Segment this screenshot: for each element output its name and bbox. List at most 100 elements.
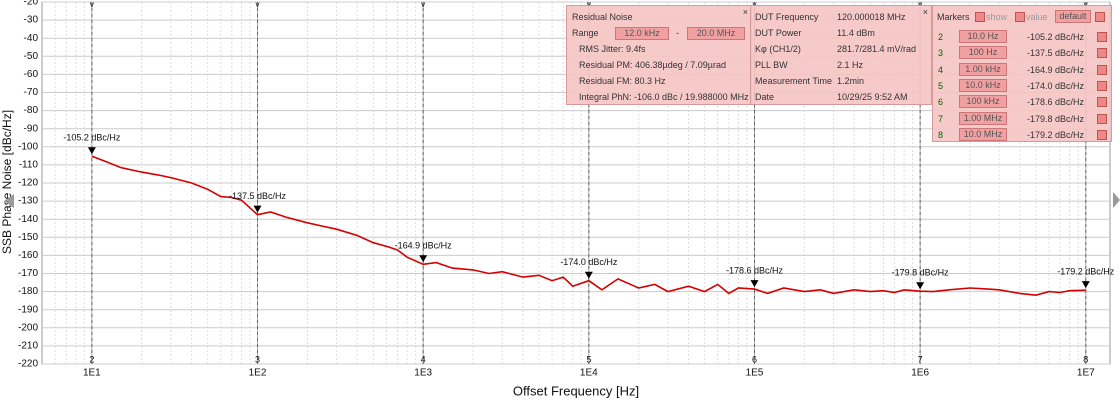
x-tick-label: 1E6: [911, 368, 929, 379]
marker-value-label: -137.5 dBc/Hz: [229, 191, 287, 201]
marker-top-arrow: v: [918, 0, 922, 9]
marker-frequency[interactable]: 10.0 kHz: [959, 78, 1007, 92]
y-tick-label: -40: [24, 33, 39, 44]
y-tick-label: -130: [18, 196, 38, 207]
marker-value-label: -178.6 dBc/Hz: [726, 265, 784, 275]
marker-id: 4: [421, 354, 426, 364]
y-tick-label: -80: [24, 105, 39, 116]
y-axis-label: SSB Phase Noise [dBc/Hz]: [0, 110, 14, 254]
add-button[interactable]: [1095, 12, 1105, 22]
marker-id: 3: [255, 354, 260, 364]
x-tick-label: 1E3: [414, 368, 432, 379]
panel-title: Markers: [937, 12, 970, 22]
value-checkbox[interactable]: [1015, 12, 1025, 22]
marker-remove-button[interactable]: [1097, 97, 1107, 108]
show-checkbox[interactable]: [975, 12, 985, 22]
marker-value-label: -179.8 dBc/Hz: [892, 268, 950, 278]
y-tick-label: -60: [24, 69, 39, 80]
y-tick-label: -160: [18, 250, 38, 261]
markers-panel: Markers show value default 2 10.0 Hz -105.…: [932, 5, 1112, 142]
dut-label: Date: [755, 92, 775, 102]
marker-top-arrow: v: [587, 0, 591, 9]
y-tick-label: -90: [24, 123, 39, 134]
x-tick-label: 1E5: [746, 368, 764, 379]
marker-remove-button[interactable]: [1097, 64, 1107, 75]
y-tick-label: -70: [24, 87, 39, 98]
dut-panel: × DUT Frequency 120.000018 MHz DUT Power 11…: [750, 5, 932, 105]
marker-point: [750, 280, 759, 288]
marker-top-arrow: v: [90, 0, 94, 9]
range-separator: -: [676, 28, 679, 38]
marker-value-label: -164.9 dBc/Hz: [395, 241, 453, 251]
marker-frequency[interactable]: 10.0 MHz: [959, 127, 1007, 141]
y-tick-label: -190: [18, 304, 38, 315]
marker-point: [916, 282, 925, 290]
y-tick-label: -110: [19, 160, 39, 171]
range-to[interactable]: 20.0 MHz: [687, 27, 745, 40]
marker-remove-button[interactable]: [1097, 113, 1107, 124]
marker-frequency[interactable]: 10.0 Hz: [959, 30, 1007, 43]
y-tick-label: -200: [18, 322, 38, 333]
dut-label: DUT Power: [755, 28, 802, 38]
y-tick-label: -30: [24, 15, 39, 26]
dut-value: 281.7/281.4 mV/rad: [837, 44, 917, 54]
dut-value: 1.2min: [837, 76, 865, 86]
marker-value-label: -174.0 dBc/Hz: [560, 257, 618, 267]
default-button[interactable]: default: [1055, 10, 1091, 23]
marker-id: 2: [89, 354, 94, 364]
y-tick-label: -100: [18, 141, 38, 152]
dut-label: DUT Frequency: [755, 12, 819, 22]
scroll-right-button[interactable]: [1113, 192, 1120, 208]
marker-top-arrow: v: [752, 0, 756, 9]
residual-pm: Residual PM: 406.38µdeg / 7.09µrad: [579, 60, 726, 70]
marker-remove-button[interactable]: [1097, 80, 1107, 91]
dut-value: 10/29/25 9:52 AM: [837, 92, 908, 102]
marker-value-label: -179.2 dBc/Hz: [1057, 267, 1115, 277]
marker-id: 6: [752, 354, 757, 364]
dut-label: PLL BW: [755, 60, 788, 70]
marker-top-arrow: v: [256, 0, 260, 9]
marker-point: [87, 147, 96, 155]
marker-value: -174.0 dBc/Hz: [1027, 80, 1085, 91]
range-from[interactable]: 12.0 kHz: [615, 27, 669, 40]
residual-fm: Residual FM: 80.3 Hz: [579, 76, 666, 86]
value-label: value: [1026, 12, 1048, 22]
marker-number: 7: [938, 113, 944, 124]
marker-remove-button[interactable]: [1097, 32, 1107, 42]
integral-phn: Integral PhN: -106.0 dBc / 19.988000 MHz: [579, 92, 749, 102]
marker-number: 8: [938, 129, 944, 140]
marker-frequency[interactable]: 100 Hz: [959, 46, 1007, 60]
trace: [91, 155, 1086, 297]
marker-number: 6: [938, 97, 944, 108]
y-tick-label: -140: [18, 214, 38, 225]
marker-top-arrow: v: [421, 0, 425, 9]
dut-value: 120.000018 MHz: [837, 12, 906, 22]
x-tick-label: 1E4: [580, 368, 598, 379]
marker-value: -105.2 dBc/Hz: [1027, 32, 1085, 42]
marker-frequency[interactable]: 100 kHz: [959, 95, 1007, 109]
y-tick-label: -210: [18, 341, 38, 352]
dut-value: 2.1 Hz: [837, 60, 864, 70]
residual-noise-panel: Residual Noise × Range 12.0 kHz - 20.0 M…: [566, 5, 752, 105]
marker-id: 5: [586, 354, 591, 364]
dut-label: Measurement Time: [755, 76, 833, 86]
marker-remove-button[interactable]: [1097, 129, 1107, 140]
marker-value: -178.6 dBc/Hz: [1027, 97, 1085, 108]
y-tick-label: -170: [18, 268, 38, 279]
marker-frequency[interactable]: 1.00 kHz: [959, 62, 1007, 76]
marker-id: 7: [918, 354, 923, 364]
marker-point: [584, 271, 593, 279]
marker-point: [1081, 281, 1090, 289]
marker-frequency[interactable]: 1.00 MHz: [959, 111, 1007, 125]
x-tick-label: 1E7: [1077, 368, 1095, 379]
marker-remove-button[interactable]: [1097, 48, 1107, 59]
marker-top-arrow: v: [1084, 0, 1088, 9]
marker-number: 4: [938, 64, 944, 75]
close-button[interactable]: ×: [922, 7, 928, 17]
show-label: show: [986, 12, 1008, 22]
scroll-left-button[interactable]: [4, 194, 14, 208]
close-button[interactable]: ×: [742, 7, 748, 17]
dut-value: 11.4 dBm: [837, 28, 875, 38]
y-tick-label: -150: [18, 232, 38, 243]
